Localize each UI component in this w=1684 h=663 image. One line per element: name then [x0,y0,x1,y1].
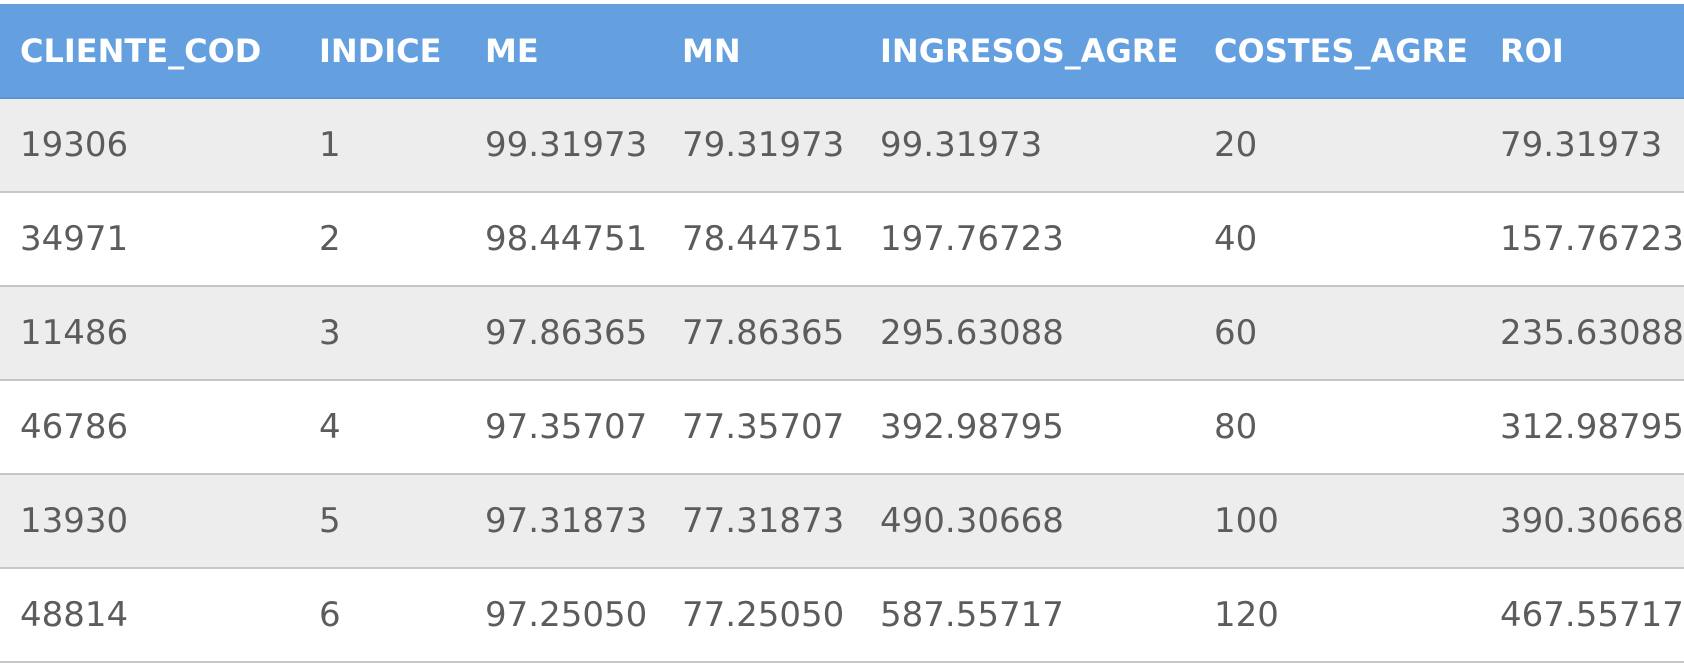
cell-mn: 77.25050 [682,595,845,635]
cell-cliente-cod: 46786 [20,407,129,447]
cell-me: 97.35707 [485,407,648,447]
header-row: CLIENTE_COD INDICE ME MN INGRESOS_AGRE C… [0,4,1684,99]
cell-cliente-cod: 19306 [20,125,129,165]
data-table-container: CLIENTE_COD INDICE ME MN INGRESOS_AGRE C… [0,4,1684,663]
cell-cliente-cod: 34971 [20,219,129,259]
cell-mn: 77.35707 [682,407,845,447]
cell-me: 97.86365 [485,313,648,353]
cell-indice: 6 [319,595,341,635]
cell-me: 97.31873 [485,501,648,541]
cell-indice: 5 [319,501,341,541]
cell-roi: 157.76723 [1500,219,1684,259]
column-header-mn[interactable]: MN [662,4,860,99]
column-header-roi[interactable]: ROI [1480,4,1684,99]
cell-ingresos-agre: 99.31973 [880,125,1043,165]
cell-mn: 79.31973 [682,125,845,165]
cell-cliente-cod: 11486 [20,313,129,353]
table-row: 13930 5 97.31873 77.31873 490.30668 100 … [0,474,1684,568]
cell-ingresos-agre: 295.63088 [880,313,1064,353]
cell-costes-agre: 100 [1214,501,1279,541]
cell-me: 99.31973 [485,125,648,165]
table-row: 11486 3 97.86365 77.86365 295.63088 60 2… [0,286,1684,380]
cell-roi: 235.63088 [1500,313,1684,353]
cell-roi: 390.30668 [1500,501,1684,541]
column-header-ingresos-agre[interactable]: INGRESOS_AGRE [860,4,1194,99]
cell-costes-agre: 40 [1214,219,1258,259]
cell-costes-agre: 60 [1214,313,1258,353]
cell-roi: 312.98795 [1500,407,1684,447]
table-row: 19306 1 99.31973 79.31973 99.31973 20 79… [0,98,1684,192]
cell-ingresos-agre: 197.76723 [880,219,1064,259]
column-header-me[interactable]: ME [465,4,662,99]
cell-ingresos-agre: 587.55717 [880,595,1064,635]
cell-indice: 2 [319,219,341,259]
cell-costes-agre: 80 [1214,407,1258,447]
table-header: CLIENTE_COD INDICE ME MN INGRESOS_AGRE C… [0,4,1684,99]
table-row: 46786 4 97.35707 77.35707 392.98795 80 3… [0,380,1684,474]
cell-mn: 78.44751 [682,219,845,259]
cell-me: 98.44751 [485,219,648,259]
data-table: CLIENTE_COD INDICE ME MN INGRESOS_AGRE C… [0,4,1684,663]
table-row: 34971 2 98.44751 78.44751 197.76723 40 1… [0,192,1684,286]
cell-costes-agre: 20 [1214,125,1258,165]
column-header-cliente-cod[interactable]: CLIENTE_COD [0,4,299,99]
cell-roi: 79.31973 [1500,125,1663,165]
cell-mn: 77.86365 [682,313,845,353]
column-header-costes-agre[interactable]: COSTES_AGRE [1194,4,1480,99]
cell-cliente-cod: 48814 [20,595,129,635]
cell-indice: 4 [319,407,341,447]
cell-me: 97.25050 [485,595,648,635]
cell-ingresos-agre: 490.30668 [880,501,1064,541]
cell-ingresos-agre: 392.98795 [880,407,1064,447]
cell-indice: 1 [319,125,341,165]
cell-costes-agre: 120 [1214,595,1279,635]
table-row: 48814 6 97.25050 77.25050 587.55717 120 … [0,568,1684,662]
column-header-indice[interactable]: INDICE [299,4,465,99]
table-body: 19306 1 99.31973 79.31973 99.31973 20 79… [0,98,1684,662]
cell-indice: 3 [319,313,341,353]
cell-cliente-cod: 13930 [20,501,129,541]
cell-roi: 467.55717 [1500,595,1684,635]
cell-mn: 77.31873 [682,501,845,541]
